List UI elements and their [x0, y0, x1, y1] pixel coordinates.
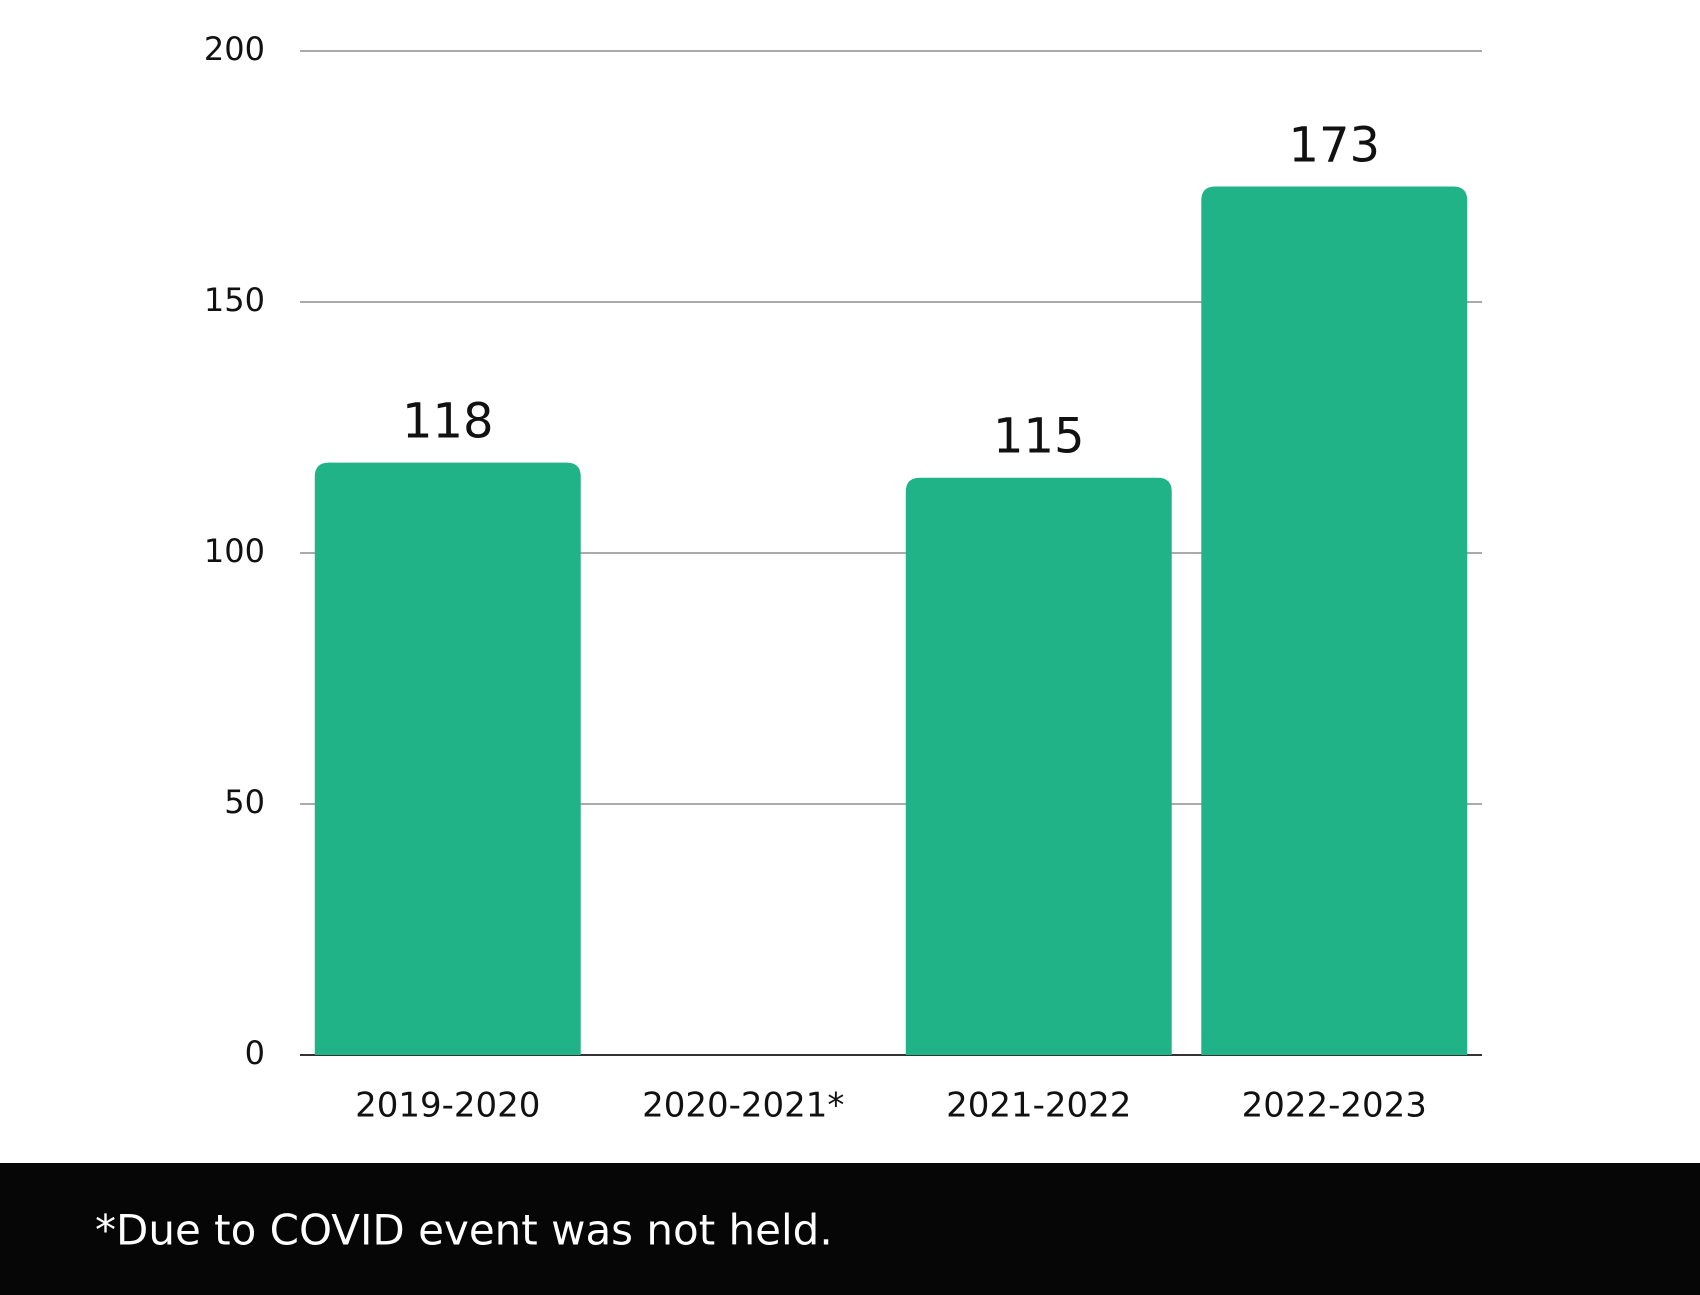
- y-tick-label: 50: [224, 783, 265, 821]
- value-label: 115: [993, 409, 1085, 465]
- value-label: 118: [402, 394, 494, 450]
- bar: [1201, 186, 1468, 1056]
- footer-band: [0, 1163, 1700, 1295]
- x-tick-label: 2020-2021*: [642, 1086, 844, 1126]
- x-tick-label: 2021-2022: [946, 1086, 1131, 1126]
- y-tick-label: 150: [204, 281, 265, 319]
- y-tick-label: 0: [245, 1034, 265, 1072]
- x-tick-label: 2019-2020: [355, 1086, 540, 1126]
- value-label: 173: [1288, 118, 1380, 174]
- bar: [314, 462, 581, 1055]
- bar: [905, 477, 1172, 1055]
- x-tick-label: 2022-2023: [1242, 1086, 1427, 1126]
- y-tick-label: 100: [204, 532, 265, 570]
- y-tick-label: 200: [204, 30, 265, 68]
- footnote: *Due to COVID event was not held.: [95, 1206, 833, 1255]
